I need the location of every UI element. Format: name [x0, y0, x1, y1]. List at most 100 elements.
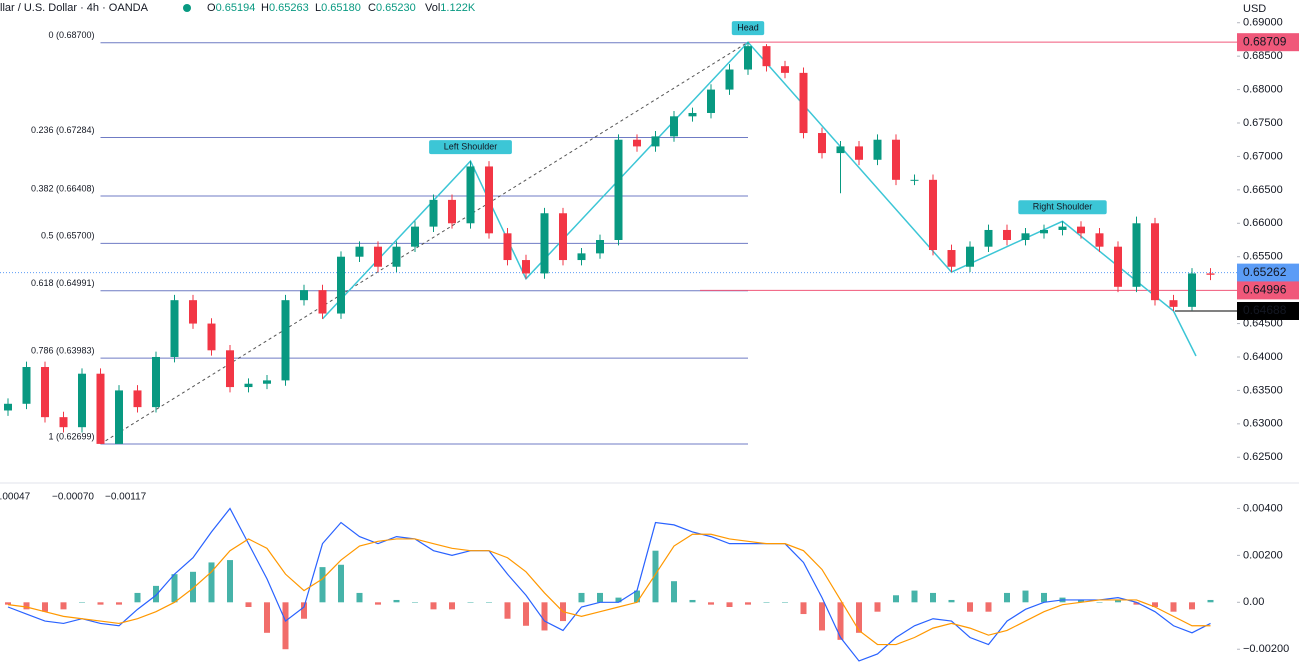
histogram-bar	[615, 597, 622, 603]
candle-body	[596, 239, 604, 254]
legend-item: H0.65263	[261, 2, 309, 14]
price-tag-label: 0.64688	[1243, 303, 1287, 317]
histogram-bar	[116, 602, 122, 605]
candle-body	[984, 229, 993, 247]
histogram-bar	[393, 599, 400, 603]
y-tick-label: 0.66000	[1243, 217, 1283, 229]
price-tag	[1237, 33, 1299, 52]
candle-body	[152, 356, 160, 408]
candle-body	[281, 300, 290, 381]
histogram-bar	[1078, 599, 1084, 603]
candle-body	[818, 133, 826, 154]
histogram-bar	[763, 602, 770, 603]
histogram-bar	[467, 602, 474, 603]
candle-body	[1169, 300, 1178, 307]
histogram-bar	[708, 602, 714, 605]
candle-body	[670, 116, 678, 137]
candle-body	[522, 260, 530, 274]
histogram-bar	[60, 602, 67, 610]
candle-body	[1095, 233, 1104, 247]
histogram-bar	[578, 592, 585, 603]
candle-body	[614, 139, 623, 240]
fib-label: 0.382 (0.66408)	[31, 183, 95, 193]
candle-body	[448, 199, 456, 224]
histogram-bar	[541, 602, 548, 631]
candle-body	[781, 66, 789, 73]
histogram-bar	[153, 585, 159, 603]
histogram-bar	[97, 602, 104, 605]
candle-body	[873, 139, 882, 160]
price-tag	[1237, 301, 1299, 320]
histogram-bar	[79, 602, 85, 603]
price-tag	[1237, 263, 1299, 282]
fib-label: 0.236 (0.67284)	[31, 125, 95, 135]
candle-body	[1114, 246, 1122, 287]
candle-body	[374, 246, 382, 267]
candle-body	[300, 290, 308, 301]
candle-body	[411, 226, 419, 247]
y-tick-label: 0.68500	[1243, 50, 1283, 62]
histogram-bar	[486, 602, 492, 603]
histogram-bar	[1207, 599, 1214, 603]
legend-value: 0.65180	[321, 2, 361, 14]
legend-value: 1.122K	[440, 2, 476, 14]
candle-body	[892, 139, 900, 180]
candle-body	[1077, 226, 1085, 234]
histogram-bar	[504, 602, 511, 619]
candle-body	[392, 246, 401, 267]
candle-body	[263, 380, 271, 384]
y-tick-label: 0.00400	[1243, 502, 1283, 514]
candle-body	[762, 46, 771, 67]
candle-body	[485, 166, 493, 234]
histogram-bar	[1041, 592, 1047, 603]
candle-body	[559, 213, 567, 261]
candle-body	[244, 383, 253, 388]
histogram-bar	[1170, 602, 1177, 612]
candle-body	[1132, 223, 1141, 287]
histogram-bar	[282, 602, 289, 650]
fib-label: 0.618 (0.64991)	[31, 278, 95, 288]
histogram-bar	[134, 592, 141, 603]
y-tick-label: 0.63500	[1243, 384, 1283, 396]
fib-label: 0.786 (0.63983)	[31, 345, 95, 355]
y-tick-label: 0.67000	[1243, 150, 1283, 162]
histogram-bar	[837, 602, 844, 640]
candle-body	[707, 89, 715, 113]
candle-body	[22, 367, 31, 404]
histogram-bar	[1133, 602, 1140, 605]
histogram-bar	[782, 602, 788, 603]
annotation-label: Left Shoulder	[444, 141, 498, 151]
candle-body	[503, 233, 512, 261]
histogram-bar	[967, 602, 973, 612]
annotation-box	[429, 140, 512, 155]
legend-value: 0.65194	[216, 2, 256, 14]
histogram-bar	[689, 599, 696, 603]
candle-body	[1188, 273, 1196, 307]
histogram-bar	[42, 602, 48, 612]
histogram-bar	[911, 590, 918, 603]
histogram-bar	[356, 592, 363, 603]
annotation-box	[731, 21, 765, 36]
fib-label: 1 (0.62699)	[48, 431, 94, 441]
histogram-bar	[893, 595, 899, 603]
price-tag-label: 0.65262	[1243, 265, 1287, 279]
histogram-bar	[985, 602, 992, 612]
y-tick-label: 0.00	[1243, 596, 1264, 608]
candle-body	[429, 199, 438, 227]
y-tick-label: 0.68000	[1243, 83, 1283, 95]
histogram-bar	[1096, 602, 1103, 603]
y-tick-label: 0.69000	[1243, 17, 1283, 29]
histogram-bar	[671, 581, 677, 603]
histogram-bar	[1115, 599, 1121, 603]
price-tag	[1237, 281, 1299, 300]
candle-body	[78, 373, 86, 428]
legend-item: L0.65180	[315, 2, 361, 14]
candle-body	[226, 350, 234, 388]
histogram-bar	[930, 592, 936, 603]
price-tag-label: 0.68709	[1243, 34, 1287, 48]
candle-body	[929, 179, 937, 251]
candle-body	[1003, 229, 1011, 240]
price-tag-label: 0.64996	[1243, 283, 1287, 297]
y-tick-label: 0.00200	[1243, 549, 1283, 561]
candle-body	[947, 250, 956, 267]
